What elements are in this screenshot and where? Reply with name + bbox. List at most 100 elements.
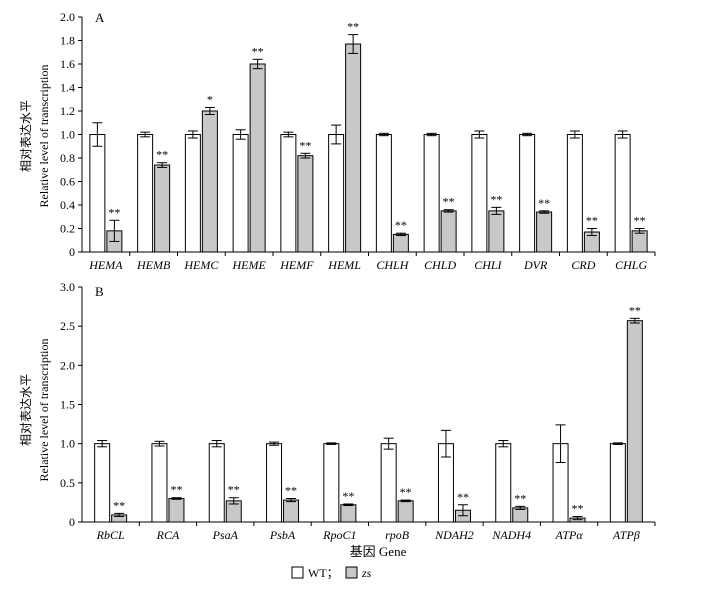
significance-mark: ** xyxy=(108,205,120,219)
bar-wt xyxy=(151,443,168,523)
bar-wt xyxy=(380,443,397,523)
bar-wt xyxy=(208,443,225,523)
panel-b-bars: ** ** ** ** ** ** ** ** ** ** xyxy=(94,303,643,523)
x-tick-label: HEMB xyxy=(136,258,171,272)
panel-b-ylabel-cn: 相对表达水平 xyxy=(19,374,33,446)
x-tick-label: ATPα xyxy=(554,528,583,542)
y-tick-label: 0.6 xyxy=(60,175,75,189)
y-tick-label: 3.0 xyxy=(60,280,75,294)
x-tick-label: CHLD xyxy=(424,258,456,272)
bar-wt xyxy=(423,134,440,253)
bar-zs xyxy=(512,507,529,523)
significance-mark: ** xyxy=(457,490,469,504)
significance-mark: ** xyxy=(586,214,598,228)
panel-a-ylabel-en: Relative level of transcription xyxy=(37,65,51,208)
x-tick-label: CHLH xyxy=(376,258,409,272)
bar-wt xyxy=(495,443,512,523)
y-tick-label: 1.6 xyxy=(60,57,75,71)
x-tick-label: HEMC xyxy=(183,258,219,272)
panel-b-ylabel-en: Relative level of transcription xyxy=(37,339,51,482)
x-tick-label: HEMF xyxy=(279,258,314,272)
significance-mark: ** xyxy=(634,214,646,228)
bar-wt xyxy=(375,134,392,253)
panel-a-label: A xyxy=(95,10,105,25)
significance-mark: * xyxy=(207,92,213,106)
bar-zs xyxy=(340,504,357,523)
x-tick-label: RpoC1 xyxy=(322,528,356,542)
y-tick-label: 2.0 xyxy=(60,10,75,24)
legend-swatch-wt xyxy=(291,566,304,579)
bar-zs xyxy=(283,499,300,523)
bar-wt xyxy=(614,134,631,253)
x-tick-label: RbCL xyxy=(96,528,125,542)
panel-a-chart: A 相对表达水平 Relative level of transcription… xyxy=(19,10,656,272)
significance-mark: ** xyxy=(347,20,359,34)
bar-zs xyxy=(631,230,648,253)
x-tick-label: HEME xyxy=(231,258,266,272)
legend-label-zs: zs xyxy=(361,566,372,580)
bar-wt xyxy=(519,134,536,253)
x-tick-label: rpoB xyxy=(385,528,410,542)
bar-wt xyxy=(471,134,488,253)
significance-mark: ** xyxy=(538,196,550,210)
x-tick-label: CHLI xyxy=(474,258,502,272)
x-tick-label: CRD xyxy=(571,258,595,272)
significance-mark: ** xyxy=(514,491,526,505)
bar-zs xyxy=(536,211,553,253)
bar-zs xyxy=(297,155,314,253)
bar-wt xyxy=(566,134,583,253)
significance-mark: ** xyxy=(170,483,182,497)
x-tick-label: HEML xyxy=(327,258,361,272)
significance-mark: ** xyxy=(342,489,354,503)
y-tick-label: 0.5 xyxy=(60,476,75,490)
bar-zs xyxy=(440,210,457,253)
x-tick-label: NDAH2 xyxy=(434,528,474,542)
y-tick-label: 2.0 xyxy=(60,358,75,372)
x-axis-title: 基因 Gene xyxy=(350,544,407,559)
bar-wt xyxy=(184,134,201,253)
legend: WT； zs xyxy=(291,566,372,580)
y-tick-label: 0.2 xyxy=(60,222,75,236)
y-tick-label: 1.0 xyxy=(60,437,75,451)
bar-zs xyxy=(392,233,409,253)
bar-zs xyxy=(154,164,171,253)
y-tick-label: 1.4 xyxy=(60,81,75,95)
bar-wt xyxy=(609,443,626,523)
y-tick-label: 0.4 xyxy=(60,198,75,212)
y-tick-label: 0.8 xyxy=(60,151,75,165)
significance-mark: ** xyxy=(299,138,311,152)
panel-b-label: B xyxy=(95,284,104,299)
panel-a-bars: *************** ** **** ** xyxy=(89,20,648,253)
x-tick-label: CHLG xyxy=(615,258,647,272)
legend-swatch-zs xyxy=(345,566,358,579)
panel-b-x-tick-labels: RbCL RCA PsaA PsbA RpoC1 rpoB NDAH2 NADH4 ATPα AT… xyxy=(96,528,640,542)
x-tick-label: PsaA xyxy=(212,528,239,542)
significance-mark: ** xyxy=(252,44,264,58)
significance-mark: ** xyxy=(400,485,412,499)
legend-label-wt: WT； xyxy=(308,566,339,580)
panel-b-chart: B 相对表达水平 Relative level of transcription… xyxy=(19,280,656,542)
panel-a-y-axis: 0 0.2 0.4 0.6 0.8 1.0 1.2 1.4 1.6 1.8 2.0 xyxy=(60,10,656,259)
bar-zs xyxy=(488,210,505,253)
x-tick-label: HEMA xyxy=(88,258,123,272)
bar-wt xyxy=(328,134,345,253)
significance-mark: ** xyxy=(285,484,297,498)
y-tick-label: 1.8 xyxy=(60,34,75,48)
bar-wt xyxy=(137,134,154,253)
significance-mark: ** xyxy=(629,303,641,317)
y-tick-label: 0 xyxy=(69,245,75,259)
significance-mark: ** xyxy=(395,218,407,232)
bar-zs xyxy=(249,63,266,253)
y-tick-label: 0 xyxy=(69,515,75,529)
significance-mark: ** xyxy=(443,195,455,209)
x-tick-label: NADH4 xyxy=(491,528,531,542)
bar-zs xyxy=(626,320,643,523)
y-tick-label: 2.5 xyxy=(60,319,75,333)
bar-wt xyxy=(266,443,283,523)
panel-a-ylabel-cn: 相对表达水平 xyxy=(19,100,33,172)
bar-wt xyxy=(94,443,111,523)
bar-zs xyxy=(397,500,414,523)
bar-wt xyxy=(323,443,340,523)
x-tick-label: ATPβ xyxy=(612,528,640,542)
